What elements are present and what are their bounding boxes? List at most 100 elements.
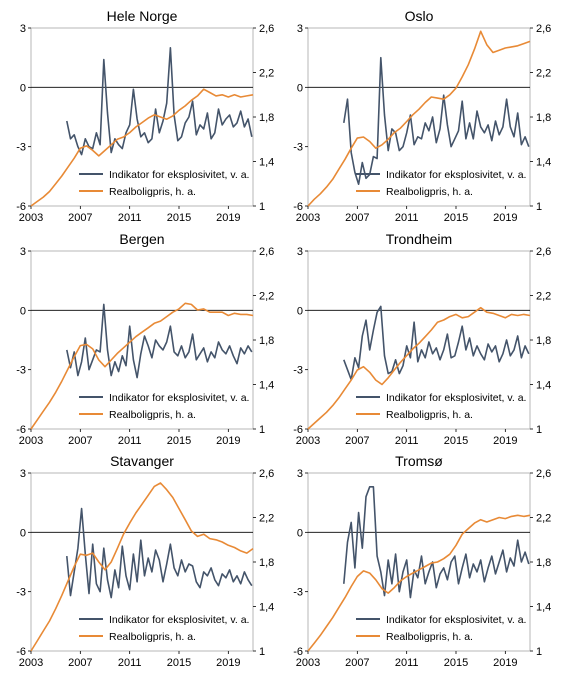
right-tick-label: 2,6 — [536, 468, 551, 480]
panel-title: Bergen — [119, 231, 164, 247]
right-tick-label: 1,8 — [536, 557, 551, 569]
right-tick-label: 1 — [536, 646, 542, 658]
right-tick-label: 1,4 — [536, 602, 551, 614]
legend-label: Realboligpris, h. a. — [386, 186, 473, 198]
legend-label: Realboligpris, h. a. — [386, 631, 473, 643]
right-tick-label: 2,6 — [536, 23, 551, 35]
x-tick-label: 2019 — [493, 212, 517, 224]
right-tick-label: 2,2 — [259, 291, 274, 303]
left-tick-label: -6 — [16, 646, 26, 658]
x-tick-label: 2003 — [19, 212, 43, 224]
series-line-realboligpris — [307, 30, 531, 207]
right-tick-label: 1,8 — [259, 335, 274, 347]
left-tick-label: -3 — [16, 587, 26, 599]
left-tick-label: 0 — [20, 527, 26, 539]
x-tick-label: 2011 — [118, 657, 142, 669]
left-tick-label: 0 — [20, 82, 26, 94]
chart-panel-5: Tromsø -6 -3 0 3 1 1,4 1,8 2,2 2,6 2003 2007 2011 201… — [293, 453, 551, 669]
left-tick-label: 0 — [297, 527, 303, 539]
right-tick-label: 1 — [259, 646, 265, 658]
x-tick-label: 2015 — [167, 435, 191, 447]
x-tick-label: 2019 — [216, 657, 240, 669]
left-tick-label: -3 — [293, 365, 303, 377]
x-tick-label: 2007 — [345, 435, 369, 447]
left-tick-label: -3 — [293, 587, 303, 599]
right-tick-label: 1,8 — [536, 112, 551, 124]
legend-label: Indikator for eksplosivitet, v. a. — [386, 169, 526, 181]
left-tick-label: 0 — [297, 82, 303, 94]
series-line-indikator — [343, 56, 530, 185]
x-tick-label: 2003 — [296, 212, 320, 224]
legend-label: Realboligpris, h. a. — [109, 631, 196, 643]
left-tick-label: -6 — [16, 424, 26, 436]
legend-label: Realboligpris, h. a. — [386, 409, 473, 421]
x-tick-label: 2015 — [167, 657, 191, 669]
left-tick-label: -6 — [293, 646, 303, 658]
left-tick-label: -3 — [16, 365, 26, 377]
right-tick-label: 2,2 — [536, 513, 551, 525]
legend-label: Indikator for eksplosivitet, v. a. — [109, 392, 249, 404]
left-tick-label: -3 — [16, 142, 26, 154]
right-tick-label: 1,4 — [259, 602, 274, 614]
x-tick-label: 2019 — [493, 657, 517, 669]
x-tick-label: 2003 — [296, 435, 320, 447]
left-tick-label: 3 — [20, 23, 26, 35]
left-tick-label: 0 — [297, 305, 303, 317]
left-tick-label: 3 — [20, 468, 26, 480]
left-tick-label: -3 — [293, 142, 303, 154]
x-tick-label: 2019 — [216, 212, 240, 224]
series-line-indikator — [66, 303, 253, 379]
panel-title: Hele Norge — [107, 8, 178, 24]
right-tick-label: 1 — [259, 424, 265, 436]
chart-panel-2: Bergen -6 -3 0 3 1 1,4 1,8 2,2 2,6 2003 2007 2011 201… — [16, 231, 274, 447]
x-tick-label: 2011 — [118, 435, 142, 447]
left-tick-label: -6 — [293, 201, 303, 213]
left-tick-label: 3 — [297, 23, 303, 35]
series-line-realboligpris — [30, 88, 254, 207]
x-tick-label: 2015 — [167, 212, 191, 224]
panel-title: Stavanger — [110, 453, 174, 469]
right-tick-label: 1 — [536, 424, 542, 436]
x-tick-label: 2011 — [395, 435, 419, 447]
chart-panel-3: Trondheim -6 -3 0 3 1 1,4 1,8 2,2 2,6 2003 2007 2011… — [293, 231, 551, 447]
legend-label: Realboligpris, h. a. — [109, 409, 196, 421]
right-tick-label: 1,8 — [536, 335, 551, 347]
panel-title: Trondheim — [386, 231, 452, 247]
right-tick-label: 1 — [536, 201, 542, 213]
chart-panel-4: Stavanger -6 -3 0 3 1 1,4 1,8 2,2 2,6 2003 2007 2011… — [16, 453, 274, 669]
series-line-realboligpris — [30, 302, 254, 430]
right-tick-label: 1,4 — [536, 157, 551, 169]
series-line-realboligpris — [307, 306, 531, 430]
legend-label: Indikator for eksplosivitet, v. a. — [386, 392, 526, 404]
x-tick-label: 2007 — [68, 435, 92, 447]
x-tick-label: 2007 — [68, 657, 92, 669]
legend-label: Indikator for eksplosivitet, v. a. — [386, 614, 526, 626]
right-tick-label: 1,4 — [259, 380, 274, 392]
panel-title: Tromsø — [395, 453, 443, 469]
legend-label: Realboligpris, h. a. — [109, 186, 196, 198]
x-tick-label: 2019 — [493, 435, 517, 447]
x-tick-label: 2011 — [118, 212, 142, 224]
legend-label: Indikator for eksplosivitet, v. a. — [109, 614, 249, 626]
x-tick-label: 2015 — [444, 657, 468, 669]
right-tick-label: 1,4 — [259, 157, 274, 169]
x-tick-label: 2007 — [345, 657, 369, 669]
left-tick-label: -6 — [293, 424, 303, 436]
left-tick-label: -6 — [16, 201, 26, 213]
right-tick-label: 2,2 — [259, 68, 274, 80]
x-tick-label: 2019 — [216, 435, 240, 447]
x-tick-label: 2003 — [19, 435, 43, 447]
right-tick-label: 1,8 — [259, 112, 274, 124]
right-tick-label: 1,8 — [259, 557, 274, 569]
series-line-indikator — [66, 507, 253, 599]
series-line-indikator — [343, 305, 530, 381]
right-tick-label: 1,4 — [536, 380, 551, 392]
series-line-indikator — [343, 485, 530, 599]
series-line-realboligpris — [307, 514, 531, 652]
series-line-indikator — [66, 46, 253, 156]
right-tick-label: 2,6 — [259, 23, 274, 35]
x-tick-label: 2011 — [395, 657, 419, 669]
x-tick-label: 2003 — [296, 657, 320, 669]
panel-title: Oslo — [405, 8, 434, 24]
